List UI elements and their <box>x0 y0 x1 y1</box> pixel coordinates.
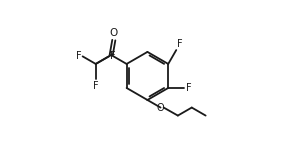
Text: F: F <box>93 81 99 91</box>
Text: O: O <box>110 28 118 38</box>
Text: F: F <box>185 83 191 93</box>
Text: F: F <box>177 39 183 49</box>
Text: O: O <box>157 103 164 113</box>
Text: F: F <box>110 51 116 61</box>
Text: F: F <box>76 51 82 61</box>
